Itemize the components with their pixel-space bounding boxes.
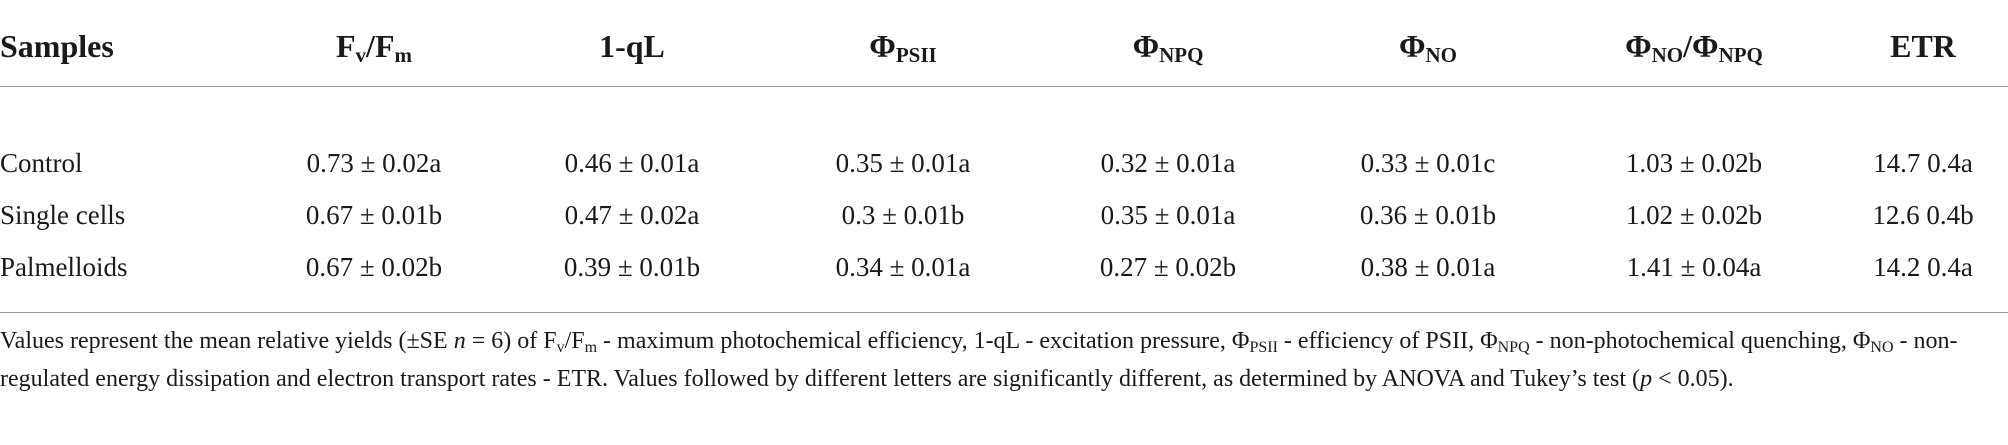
header-samples: Samples (0, 28, 114, 64)
cell-ratio: 1.41 ± 0.04a (1626, 252, 1762, 282)
cell-ratio: 1.02 ± 0.02b (1625, 200, 1763, 230)
header-phi-no-npq-ratio: ΦNO/ΦNPQ (1625, 28, 1763, 67)
cell-etr: 12.6 0.4b (1872, 200, 1974, 230)
cell-phi-no: 0.33 ± 0.01c (1360, 148, 1496, 178)
cell-etr: 14.7 0.4a (1873, 148, 1973, 178)
table-header: Samples Fv/Fm 1-qL ΦPSII ΦNPQ ΦNO ΦNO/ΦN… (0, 0, 2008, 87)
cell-ratio: 1.03 ± 0.02b (1625, 148, 1763, 178)
cell-fvfm: 0.73 ± 0.02a (306, 148, 442, 178)
header-etr: ETR (1890, 28, 1956, 64)
cell-1-ql: 0.39 ± 0.01b (563, 252, 701, 282)
cell-phi-no: 0.36 ± 0.01b (1359, 200, 1497, 230)
cell-1-ql: 0.46 ± 0.01a (564, 148, 700, 178)
cell-sample: Palmelloids (0, 252, 128, 282)
cell-fvfm: 0.67 ± 0.01b (305, 200, 443, 230)
table-row: Control 0.73 ± 0.02a 0.46 ± 0.01a 0.35 ±… (0, 138, 2008, 188)
cell-fvfm: 0.67 ± 0.02b (305, 252, 443, 282)
cell-phi-psii: 0.3 ± 0.01b (841, 200, 965, 230)
cell-phi-npq: 0.32 ± 0.01a (1100, 148, 1236, 178)
cell-phi-psii: 0.35 ± 0.01a (835, 148, 971, 178)
header-phi-psii: ΦPSII (869, 28, 937, 67)
cell-etr: 14.2 0.4a (1873, 252, 1973, 282)
header-1-ql: 1-qL (599, 28, 665, 64)
footer-rule (0, 312, 2008, 313)
cell-phi-npq: 0.35 ± 0.01a (1100, 200, 1236, 230)
cell-phi-psii: 0.34 ± 0.01a (835, 252, 971, 282)
cell-phi-npq: 0.27 ± 0.02b (1099, 252, 1237, 282)
table-row: Palmelloids 0.67 ± 0.02b 0.39 ± 0.01b 0.… (0, 242, 2008, 292)
header-phi-npq: ΦNPQ (1132, 28, 1204, 67)
cell-1-ql: 0.47 ± 0.02a (564, 200, 700, 230)
table-footnote: Values represent the mean relative yield… (0, 328, 1958, 392)
cell-sample: Control (0, 148, 83, 178)
header-phi-no: ΦNO (1398, 28, 1458, 67)
table-row: Single cells 0.67 ± 0.01b 0.47 ± 0.02a 0… (0, 190, 2008, 240)
header-fvfm: Fv/Fm (336, 28, 412, 67)
cell-sample: Single cells (0, 200, 126, 230)
cell-phi-no: 0.38 ± 0.01a (1360, 252, 1496, 282)
